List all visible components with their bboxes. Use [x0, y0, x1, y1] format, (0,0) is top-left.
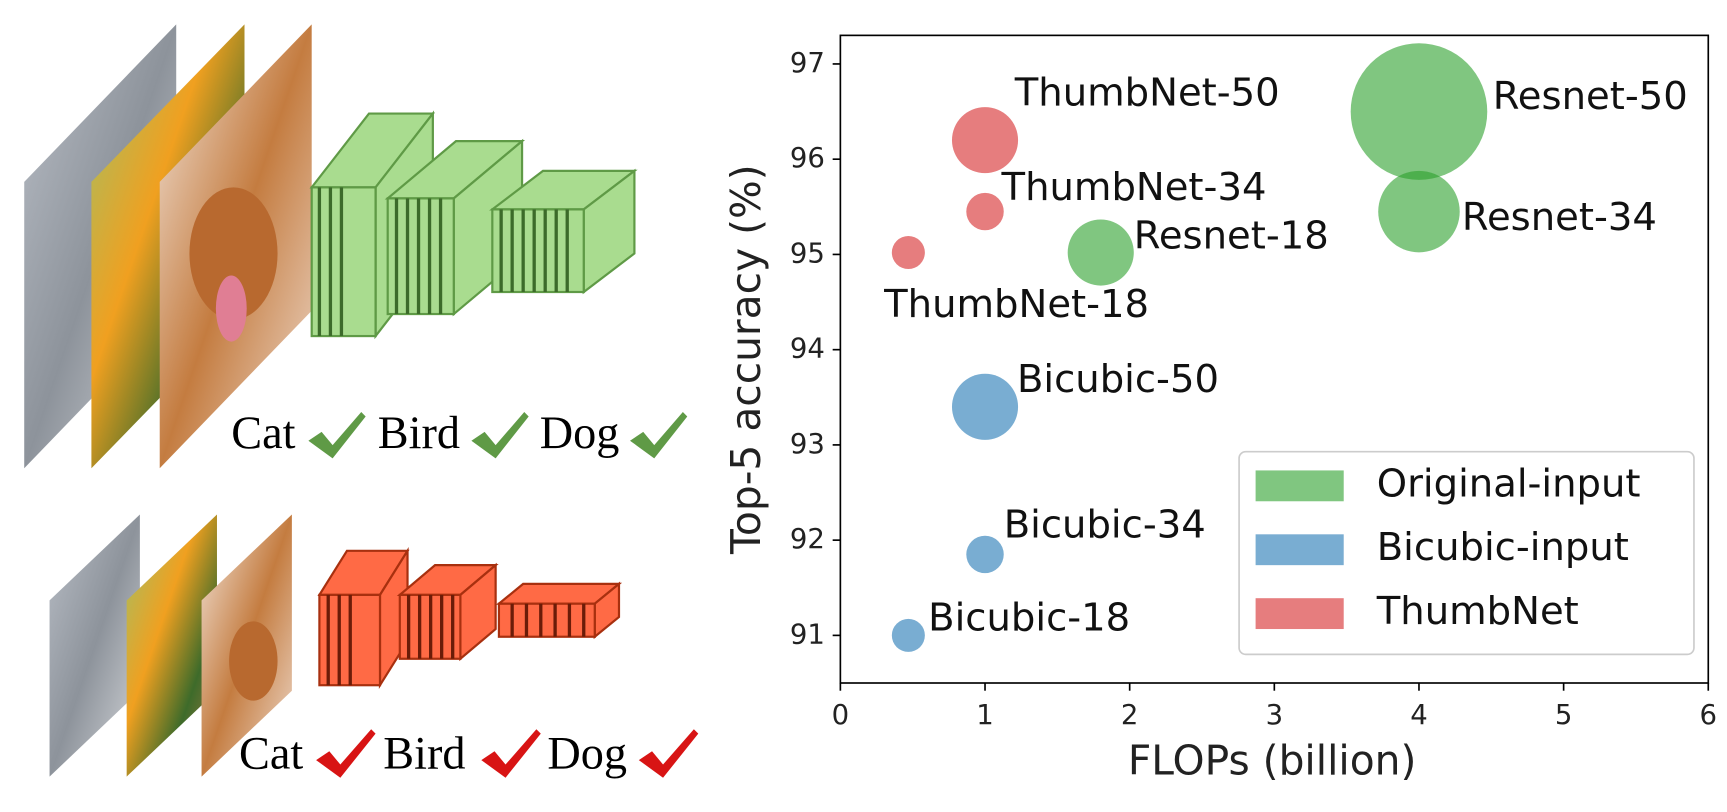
class-label: Dog [540, 408, 620, 459]
legend-swatch [1255, 470, 1344, 502]
point-label: Bicubic-18 [928, 595, 1130, 640]
bubble [966, 535, 1004, 574]
x-tick-label: 4 [1410, 699, 1428, 731]
legend-swatch [1255, 598, 1344, 630]
bubble [1378, 170, 1460, 253]
bubble [1350, 43, 1488, 180]
x-axis-label: FLOPs (billion) [1128, 736, 1417, 784]
x-tick-label: 2 [1121, 699, 1139, 731]
bubble [966, 192, 1004, 231]
x-tick-label: 1 [976, 699, 994, 731]
bubble [951, 107, 1019, 174]
x-tick-label: 6 [1700, 699, 1718, 731]
y-axis-label: Top-5 accuracy (%) [722, 164, 770, 555]
image-stack [24, 24, 312, 469]
bubble [951, 373, 1019, 440]
legend-label: ThumbNet [1376, 589, 1579, 634]
x-tick-label: 3 [1266, 699, 1284, 731]
point-label: Resnet-34 [1462, 195, 1657, 240]
point-label: Resnet-50 [1493, 74, 1688, 119]
legend-label: Original-input [1377, 461, 1641, 506]
y-tick-label: 91 [790, 618, 825, 650]
point-label: Resnet-18 [1134, 214, 1329, 259]
y-tick-label: 93 [790, 428, 825, 460]
class-label: Bird [383, 729, 465, 780]
class-label: Cat [239, 729, 303, 780]
bubble [1067, 219, 1134, 286]
class-label: Bird [378, 408, 460, 459]
bubble [891, 236, 925, 270]
x-tick-label: 5 [1555, 699, 1573, 731]
legend-label: Bicubic-input [1377, 525, 1629, 570]
point-label: ThumbNet-18 [883, 282, 1149, 327]
y-tick-label: 94 [790, 333, 825, 365]
network-small [317, 546, 623, 690]
y-tick-label: 96 [790, 142, 825, 174]
point-label: Bicubic-34 [1004, 502, 1206, 547]
x-tick-label: 0 [832, 699, 850, 731]
point-label: ThumbNet-34 [1001, 165, 1267, 210]
legend-swatch [1255, 534, 1344, 566]
point-label: Bicubic-50 [1017, 357, 1219, 402]
network-large [309, 110, 638, 340]
check-marks [308, 412, 688, 459]
y-tick-label: 95 [790, 237, 825, 269]
y-tick-label: 92 [790, 523, 825, 555]
bubble [891, 618, 925, 652]
y-tick-label: 97 [790, 47, 825, 79]
class-label: Cat [231, 408, 295, 459]
point-label: ThumbNet-50 [1014, 70, 1280, 115]
image-stack-small [49, 514, 292, 777]
check-marks-red [316, 729, 699, 778]
legend-box [1238, 450, 1695, 656]
class-label: Dog [547, 729, 627, 780]
